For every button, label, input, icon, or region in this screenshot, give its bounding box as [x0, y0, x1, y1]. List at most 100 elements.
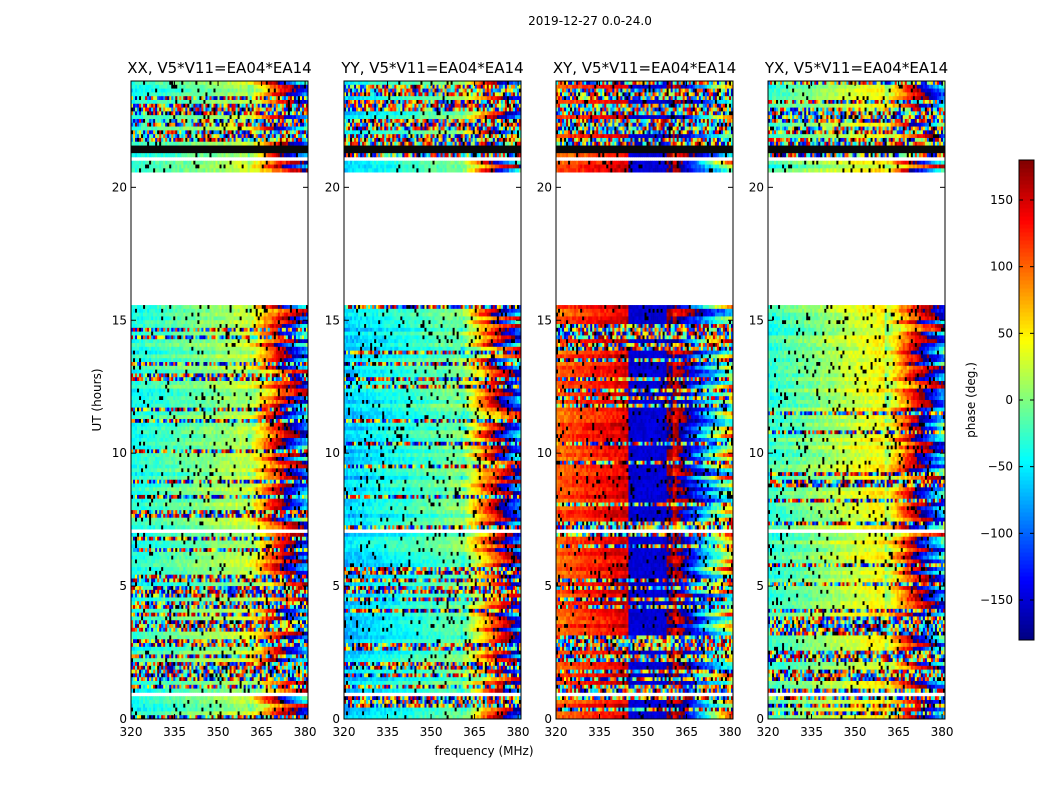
phase-cell [272, 134, 274, 138]
phase-cell [213, 123, 215, 127]
phase-cell [193, 134, 195, 138]
phase-cell [175, 165, 177, 169]
phase-cell [163, 104, 165, 108]
phase-cell [262, 130, 264, 134]
phase-cell [153, 161, 155, 165]
phase-cell [159, 130, 161, 134]
phase-cell [300, 115, 302, 119]
phase-cell [177, 92, 179, 96]
phase-cell [276, 115, 278, 119]
phase-cell [270, 153, 272, 157]
phase-cell [183, 100, 185, 104]
phase-cell [145, 89, 147, 93]
phase-cell [276, 104, 278, 108]
phase-cell [230, 96, 232, 100]
phase-cell [149, 138, 151, 142]
phase-cell [286, 104, 288, 108]
phase-cell [296, 104, 298, 108]
phase-cell [222, 127, 224, 131]
phase-cell [155, 138, 157, 142]
phase-cell [250, 115, 252, 119]
phase-cell [228, 92, 230, 96]
phase-cell [220, 111, 222, 115]
phase-cell [135, 130, 137, 134]
phase-cell [141, 165, 143, 169]
phase-cell [179, 119, 181, 123]
phase-cell [266, 142, 268, 146]
phase-cell [274, 123, 276, 127]
phase-cell [276, 111, 278, 115]
phase-cell [179, 161, 181, 165]
phase-cell [213, 81, 215, 85]
phase-cell [173, 108, 175, 112]
phase-cell [246, 108, 248, 112]
phase-cell [262, 134, 264, 138]
phase-cell [280, 153, 282, 157]
phase-cell [220, 161, 222, 165]
phase-cell [211, 96, 213, 100]
phase-cell [260, 96, 262, 100]
phase-cell [292, 104, 294, 108]
phase-cell [252, 111, 254, 115]
phase-cell [270, 127, 272, 131]
phase-cell [236, 96, 238, 100]
phase-cell [137, 115, 139, 119]
phase-cell [286, 130, 288, 134]
phase-cell [151, 142, 153, 146]
phase-cell [292, 161, 294, 165]
phase-cell [222, 96, 224, 100]
phase-cell [183, 85, 185, 89]
phase-cell [191, 100, 193, 104]
phase-cell [272, 96, 274, 100]
phase-cell [193, 89, 195, 93]
phase-cell [145, 115, 147, 119]
phase-cell [298, 81, 300, 85]
phase-cell [213, 111, 215, 115]
phase-cell [177, 104, 179, 108]
phase-cell [193, 85, 197, 89]
phase-cell [157, 142, 159, 146]
phase-cell [280, 104, 282, 108]
phase-cell [135, 111, 137, 115]
phase-cell [248, 130, 250, 134]
phase-cell [268, 161, 270, 165]
phase-cell [228, 115, 230, 119]
phase-cell [282, 89, 284, 93]
phase-cell [248, 153, 250, 157]
phase-cell [284, 81, 286, 85]
phase-cell [266, 81, 268, 85]
phase-cell [270, 123, 272, 127]
phase-cell [266, 108, 268, 112]
phase-cell [183, 81, 185, 85]
phase-cell [264, 85, 266, 89]
phase-cell [139, 165, 141, 169]
phase-cell [185, 142, 187, 146]
phase-cell [296, 108, 298, 112]
phase-cell [209, 96, 211, 100]
phase-cell [300, 81, 302, 85]
phase-cell [278, 123, 280, 127]
phase-cell [169, 115, 171, 119]
phase-cell [280, 142, 282, 146]
phase-cell [181, 81, 183, 85]
phase-cell [240, 130, 242, 134]
phase-cell [187, 89, 189, 93]
phase-cell [232, 138, 234, 142]
phase-cell [161, 119, 163, 123]
phase-cell [222, 138, 224, 142]
phase-cell [163, 142, 165, 146]
phase-cell [288, 127, 290, 131]
phase-cell [199, 127, 201, 131]
phase-cell [274, 138, 276, 142]
phase-cell [240, 111, 242, 115]
phase-cell [187, 134, 189, 138]
phase-cell [248, 123, 250, 127]
phase-cell [133, 96, 135, 100]
phase-cell [236, 130, 238, 134]
phase-cell [189, 85, 191, 89]
phase-cell [205, 115, 207, 119]
phase-cell [270, 161, 272, 165]
phase-cell [167, 111, 169, 115]
phase-cell [304, 161, 306, 165]
phase-cell [284, 96, 286, 100]
